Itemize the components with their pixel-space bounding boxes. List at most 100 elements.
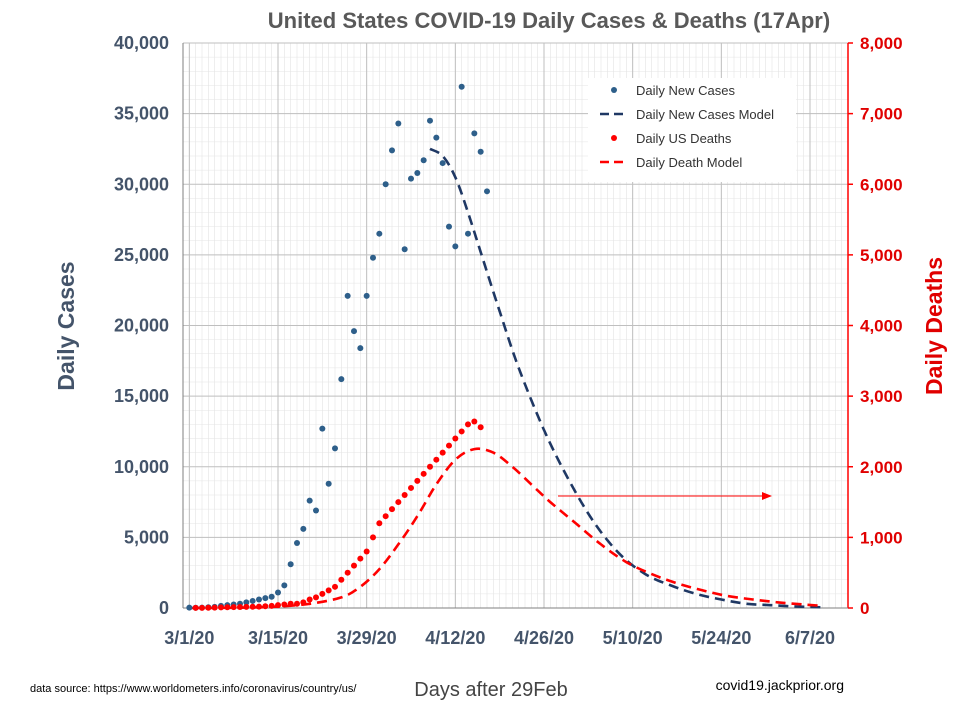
death-point (420, 470, 427, 477)
case-point (351, 328, 357, 335)
case-point (262, 595, 269, 602)
legend-cases-model-label: Daily New Cases Model (636, 107, 774, 122)
credit-note: covid19.jackprior.org (716, 677, 844, 693)
death-point (256, 603, 262, 610)
legend-death-model-label: Daily Death Model (636, 155, 742, 170)
death-point (192, 604, 199, 611)
model-layer (189, 147, 823, 610)
death-point (287, 600, 294, 607)
case-point (281, 582, 288, 589)
death-point (401, 492, 408, 498)
death-point (408, 484, 414, 491)
death-point (477, 424, 484, 431)
case-point (401, 246, 408, 253)
death-point (268, 602, 275, 609)
death-point (199, 604, 205, 611)
case-point (389, 147, 395, 154)
y-right-tick-label: 8,000 (860, 34, 903, 53)
data-source-note: data source: https://www.worldometers.in… (30, 683, 357, 695)
death-point (389, 506, 395, 513)
death-point (243, 603, 250, 610)
y-left-tick-label: 15,000 (114, 386, 169, 406)
death-point (230, 604, 237, 611)
points-layer (186, 83, 490, 611)
y-left-tick-label: 40,000 (114, 33, 169, 53)
y-left-tick-label: 5,000 (124, 527, 169, 547)
death-point (351, 562, 357, 569)
death-point (382, 513, 389, 520)
x-tick-label: 3/1/20 (164, 628, 214, 648)
y-left-tick-label: 0 (159, 598, 169, 618)
death-point (300, 599, 307, 606)
case-point (484, 188, 490, 195)
case-point (186, 604, 193, 611)
x-tick-label: 3/15/20 (248, 628, 308, 648)
death-point (395, 499, 402, 506)
death-point (344, 569, 351, 576)
death-point (433, 456, 440, 463)
case-point (471, 130, 478, 137)
death-point (294, 600, 300, 607)
case-point (376, 230, 383, 237)
case-point (256, 596, 262, 603)
case-point (414, 169, 421, 176)
y-axis-left-label: Daily Cases (53, 261, 79, 390)
case-point (420, 157, 427, 164)
chart-legend: Daily New Cases Daily New Cases Model Da… (588, 78, 796, 182)
case-point (408, 175, 414, 182)
death-point (218, 604, 224, 611)
case-point (243, 599, 250, 606)
case-point (370, 254, 376, 261)
death-point (363, 548, 370, 555)
death-model-line (189, 447, 823, 610)
y-right-tick-label: 6,000 (860, 175, 903, 194)
y-left-tick-label: 30,000 (114, 174, 169, 194)
cases-model-line (429, 147, 823, 609)
x-tick-label: 4/26/20 (514, 628, 574, 648)
arrow-head (762, 492, 772, 500)
legend-deaths-marker (611, 135, 617, 141)
death-point (306, 596, 313, 603)
case-point (427, 117, 433, 124)
case-point (287, 561, 294, 568)
death-point (452, 435, 459, 442)
case-point (332, 445, 338, 452)
ticks-layer: 0 5,000 10,000 15,000 20,000 25,000 30,000 35,0… (114, 33, 903, 648)
death-point (281, 601, 288, 608)
x-tick-label: 5/10/20 (603, 628, 663, 648)
case-point (477, 148, 484, 155)
case-point (465, 230, 471, 237)
death-point (471, 418, 478, 425)
case-point (300, 525, 307, 532)
x-tick-label: 6/7/20 (785, 628, 835, 648)
case-point (439, 160, 446, 167)
death-point (205, 604, 212, 611)
death-point (376, 520, 383, 527)
death-point (319, 590, 326, 597)
y-left-tick-label: 10,000 (114, 457, 169, 477)
case-point (433, 134, 440, 141)
y-right-tick-label: 7,000 (860, 105, 903, 124)
case-point (325, 480, 332, 487)
case-point (344, 292, 351, 299)
case-point (395, 120, 402, 127)
y-right-tick-label: 5,000 (860, 246, 903, 265)
y-right-tick-label: 4,000 (860, 317, 903, 336)
death-point (370, 534, 376, 541)
y-right-tick-label: 1,000 (860, 528, 903, 547)
legend-deaths-label: Daily US Deaths (636, 131, 732, 146)
case-point (382, 181, 389, 188)
case-point (313, 507, 319, 514)
death-point (211, 604, 218, 611)
annotation-arrow (558, 492, 772, 500)
death-point (414, 477, 421, 484)
death-point (338, 576, 345, 583)
y-right-tick-label: 0 (860, 599, 869, 618)
case-point (319, 425, 326, 432)
death-point (332, 583, 338, 590)
y-left-tick-label: 25,000 (114, 245, 169, 265)
death-point (262, 603, 269, 610)
case-point (452, 243, 459, 250)
case-point (249, 597, 256, 604)
